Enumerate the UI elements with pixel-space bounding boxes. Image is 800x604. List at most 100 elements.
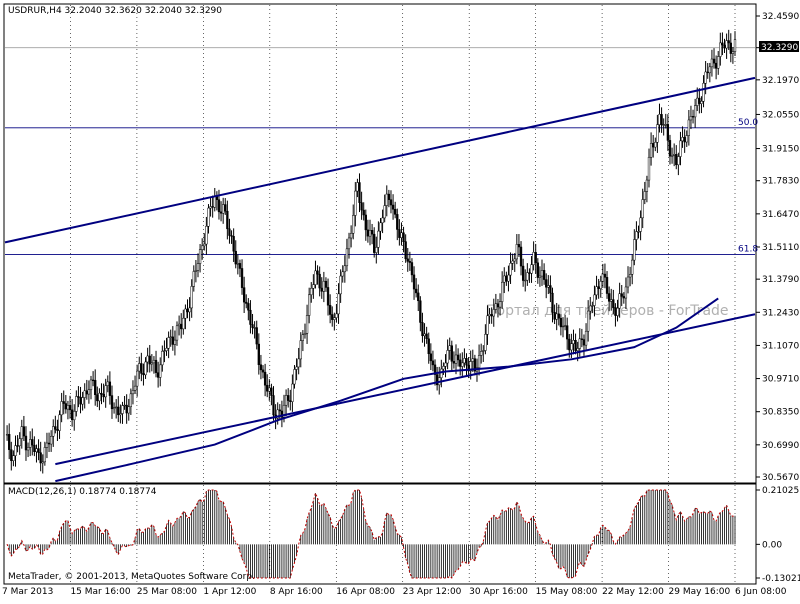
trend-line bbox=[55, 313, 756, 466]
candle-body bbox=[557, 313, 560, 319]
candle-body bbox=[226, 210, 229, 230]
candle-body bbox=[331, 314, 334, 320]
price-tick-label: 32.4590 bbox=[762, 12, 799, 22]
candle-body bbox=[291, 383, 294, 402]
candle-body bbox=[496, 303, 500, 308]
price-tick-label: 31.7830 bbox=[762, 177, 799, 187]
candle-body bbox=[534, 252, 537, 264]
candle-body bbox=[56, 429, 59, 431]
candle-body bbox=[24, 435, 28, 451]
candle-body bbox=[385, 193, 388, 206]
candle-body bbox=[440, 368, 443, 378]
current-price-box bbox=[759, 41, 799, 52]
vertical-grid bbox=[3, 5, 736, 583]
candle-body bbox=[620, 293, 623, 297]
candle-body bbox=[373, 233, 376, 253]
candle-body bbox=[509, 263, 512, 276]
candle-body bbox=[64, 403, 67, 410]
candle-body bbox=[421, 322, 424, 337]
candle-body bbox=[318, 273, 321, 289]
candle-body bbox=[616, 307, 619, 316]
watermark-text: Портал для трейдеров - ForTrade bbox=[486, 303, 729, 319]
candle-body bbox=[136, 370, 139, 387]
candle-body bbox=[622, 296, 625, 299]
candle-body bbox=[641, 199, 644, 219]
candle-body bbox=[251, 324, 254, 328]
candle-body bbox=[305, 315, 309, 334]
candle-body bbox=[337, 293, 340, 315]
candle-body bbox=[261, 369, 265, 373]
candle-body bbox=[662, 124, 665, 126]
candle-body bbox=[482, 350, 485, 352]
candle-body bbox=[691, 116, 695, 118]
candle-body bbox=[18, 438, 21, 447]
candle-body bbox=[364, 214, 367, 231]
candle-body bbox=[87, 389, 91, 395]
candle-body bbox=[347, 237, 351, 250]
candle-body bbox=[316, 270, 319, 275]
candle-body bbox=[427, 338, 430, 355]
candle-body bbox=[142, 373, 145, 376]
candle-body bbox=[150, 362, 153, 365]
price-tick-label: 31.5110 bbox=[762, 243, 799, 253]
candle-body bbox=[685, 135, 688, 143]
fibonacci-levels: 50.0 61.8 bbox=[5, 118, 758, 255]
candle-body bbox=[299, 340, 302, 360]
candle-body bbox=[194, 270, 198, 272]
candle-body bbox=[501, 281, 504, 302]
candle-body bbox=[360, 202, 363, 211]
candle-body bbox=[272, 395, 275, 416]
candle-body bbox=[731, 51, 735, 54]
candle-body bbox=[238, 263, 242, 269]
candle-body bbox=[635, 231, 638, 240]
time-axis: 7 Mar 2013 15 Mar 16:00 25 Mar 08:00 1 Apr … bbox=[2, 587, 787, 597]
price-tick-label: 31.6470 bbox=[762, 210, 799, 220]
candle-body bbox=[123, 404, 126, 407]
candle-body bbox=[77, 396, 80, 398]
candle-body bbox=[213, 195, 216, 208]
candle-body bbox=[26, 447, 30, 451]
candle-body bbox=[675, 154, 678, 166]
candle-body bbox=[643, 191, 646, 200]
candle-body bbox=[43, 447, 47, 463]
candle-body bbox=[725, 40, 728, 49]
candle-body bbox=[452, 361, 456, 364]
candle-body bbox=[423, 333, 426, 337]
candle-body bbox=[649, 143, 653, 158]
candle-body bbox=[626, 276, 630, 288]
candle-body bbox=[106, 381, 109, 386]
candle-body bbox=[169, 336, 172, 338]
candle-body bbox=[566, 325, 569, 340]
candle-body bbox=[394, 209, 397, 215]
candle-body bbox=[368, 230, 372, 237]
candle-body bbox=[58, 414, 61, 431]
candle-body bbox=[85, 390, 88, 395]
trend-line bbox=[4, 76, 756, 244]
candle-body bbox=[637, 231, 640, 233]
candle-body bbox=[173, 339, 177, 345]
candle-body bbox=[66, 405, 70, 410]
candle-body bbox=[729, 42, 732, 54]
candle-body bbox=[175, 325, 179, 341]
candle-body bbox=[297, 358, 300, 368]
candle-body bbox=[521, 265, 525, 281]
candle-body bbox=[5, 434, 9, 436]
candle-body bbox=[358, 182, 361, 203]
candle-body bbox=[94, 380, 97, 395]
candle-body bbox=[47, 442, 51, 445]
candle-body bbox=[414, 288, 418, 294]
candle-body bbox=[494, 303, 498, 310]
candle-body bbox=[211, 206, 214, 208]
candlestick-series bbox=[5, 29, 737, 474]
candle-body bbox=[528, 272, 531, 274]
macd-axis: 0.21025 0.00 -0.13021 bbox=[756, 486, 800, 584]
candle-body bbox=[507, 274, 510, 282]
candle-body bbox=[402, 232, 405, 242]
candle-body bbox=[81, 397, 84, 405]
candle-body bbox=[477, 355, 481, 369]
candle-body bbox=[98, 392, 101, 402]
candle-body bbox=[708, 66, 711, 74]
time-label: 22 May 12:00 bbox=[602, 587, 664, 597]
fib-level-label: 50.0 bbox=[738, 118, 758, 128]
